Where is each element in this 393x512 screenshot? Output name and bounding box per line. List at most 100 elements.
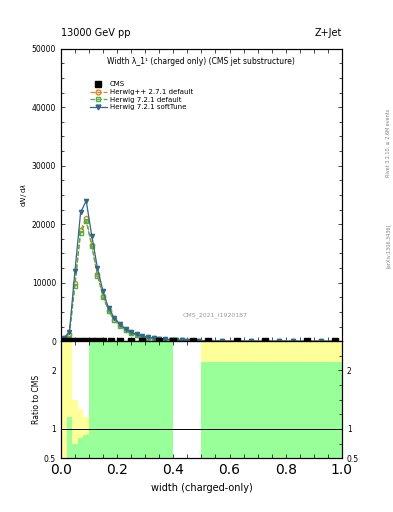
Herwig 7.2.1 softTune	[332, 338, 337, 344]
Herwig++ 2.7.1 default	[101, 292, 105, 298]
Herwig++ 2.7.1 default	[112, 316, 117, 323]
Herwig++ 2.7.1 default	[67, 331, 72, 337]
Herwig 7.2.1 default	[84, 218, 88, 224]
Herwig 7.2.1 softTune	[95, 265, 100, 271]
Herwig++ 2.7.1 default	[107, 308, 111, 314]
Herwig 7.2.1 default	[185, 337, 190, 344]
Herwig++ 2.7.1 default	[118, 323, 122, 329]
Herwig 7.2.1 default	[123, 327, 128, 333]
Herwig++ 2.7.1 default	[191, 337, 195, 344]
CMS	[109, 338, 114, 344]
Y-axis label: Ratio to CMS: Ratio to CMS	[32, 375, 41, 424]
Herwig 7.2.1 default	[191, 337, 195, 344]
Herwig 7.2.1 default	[290, 338, 295, 344]
CMS	[332, 338, 337, 344]
Herwig 7.2.1 default	[179, 337, 184, 344]
Line: Herwig++ 2.7.1 default: Herwig++ 2.7.1 default	[62, 216, 337, 343]
Herwig++ 2.7.1 default	[140, 334, 145, 340]
Herwig 7.2.1 softTune	[73, 268, 77, 274]
CMS	[191, 338, 195, 344]
Herwig 7.2.1 softTune	[134, 331, 139, 337]
Herwig 7.2.1 softTune	[262, 338, 267, 344]
Herwig 7.2.1 softTune	[112, 315, 117, 321]
Herwig++ 2.7.1 default	[129, 330, 134, 336]
Herwig++ 2.7.1 default	[84, 215, 88, 221]
Herwig 7.2.1 default	[262, 338, 267, 344]
Herwig++ 2.7.1 default	[90, 242, 94, 248]
Text: Width λ_1¹ (charged only) (CMS jet substructure): Width λ_1¹ (charged only) (CMS jet subst…	[107, 57, 296, 67]
Herwig 7.2.1 softTune	[179, 337, 184, 344]
Herwig 7.2.1 default	[305, 338, 309, 344]
CMS	[262, 338, 267, 344]
Herwig 7.2.1 default	[163, 336, 167, 343]
Herwig++ 2.7.1 default	[318, 338, 323, 344]
Herwig 7.2.1 softTune	[163, 336, 167, 343]
Herwig 7.2.1 default	[276, 338, 281, 344]
Herwig 7.2.1 softTune	[276, 338, 281, 344]
Herwig 7.2.1 softTune	[318, 338, 323, 344]
CMS	[171, 338, 176, 344]
Herwig++ 2.7.1 default	[196, 338, 201, 344]
Herwig++ 2.7.1 default	[248, 338, 253, 344]
CMS	[95, 338, 100, 344]
Herwig 7.2.1 softTune	[220, 338, 225, 344]
Herwig 7.2.1 default	[118, 323, 122, 329]
Herwig++ 2.7.1 default	[151, 335, 156, 342]
Herwig 7.2.1 softTune	[90, 233, 94, 239]
Herwig 7.2.1 default	[151, 335, 156, 342]
Herwig 7.2.1 softTune	[107, 305, 111, 311]
Herwig 7.2.1 softTune	[140, 333, 145, 339]
Herwig++ 2.7.1 default	[179, 337, 184, 344]
Herwig 7.2.1 softTune	[151, 335, 156, 342]
Herwig 7.2.1 default	[129, 330, 134, 336]
Herwig 7.2.1 default	[206, 338, 211, 344]
Herwig++ 2.7.1 default	[157, 336, 162, 342]
Herwig++ 2.7.1 default	[168, 337, 173, 343]
Herwig 7.2.1 default	[90, 243, 94, 249]
Herwig++ 2.7.1 default	[332, 338, 337, 344]
Herwig 7.2.1 softTune	[61, 335, 66, 341]
Herwig++ 2.7.1 default	[146, 334, 151, 340]
Text: Z+Jet: Z+Jet	[314, 28, 342, 38]
Herwig++ 2.7.1 default	[73, 280, 77, 286]
Herwig 7.2.1 default	[332, 338, 337, 344]
Herwig 7.2.1 default	[168, 337, 173, 343]
Herwig 7.2.1 default	[101, 294, 105, 300]
Herwig 7.2.1 softTune	[174, 337, 178, 343]
Herwig++ 2.7.1 default	[276, 338, 281, 344]
Herwig 7.2.1 default	[318, 338, 323, 344]
Herwig++ 2.7.1 default	[220, 338, 225, 344]
Herwig 7.2.1 default	[140, 334, 145, 340]
Herwig++ 2.7.1 default	[174, 337, 178, 343]
CMS	[84, 338, 88, 344]
Herwig++ 2.7.1 default	[134, 332, 139, 338]
CMS	[206, 338, 211, 344]
Herwig 7.2.1 default	[248, 338, 253, 344]
Herwig 7.2.1 softTune	[146, 334, 151, 340]
CMS	[129, 338, 134, 344]
Legend: CMS, Herwig++ 2.7.1 default, Herwig 7.2.1 default, Herwig 7.2.1 softTune: CMS, Herwig++ 2.7.1 default, Herwig 7.2.…	[87, 78, 196, 113]
Herwig 7.2.1 default	[67, 332, 72, 338]
Text: Rivet 3.1.10, ≥ 2.6M events: Rivet 3.1.10, ≥ 2.6M events	[386, 109, 391, 178]
Herwig 7.2.1 default	[174, 337, 178, 343]
Y-axis label: $\mathrm{d}N\,/\,\mathrm{d}\lambda$: $\mathrm{d}N\,/\,\mathrm{d}\lambda$	[19, 183, 29, 207]
Line: Herwig 7.2.1 default: Herwig 7.2.1 default	[62, 219, 337, 343]
Herwig 7.2.1 default	[95, 272, 100, 279]
Herwig 7.2.1 default	[134, 332, 139, 338]
Herwig 7.2.1 default	[61, 336, 66, 342]
Herwig 7.2.1 softTune	[206, 338, 211, 344]
CMS	[157, 338, 162, 344]
Herwig 7.2.1 default	[112, 317, 117, 323]
Herwig 7.2.1 softTune	[157, 336, 162, 342]
CMS	[234, 338, 239, 344]
Herwig 7.2.1 softTune	[101, 288, 105, 294]
Herwig 7.2.1 softTune	[196, 338, 201, 344]
Line: CMS: CMS	[61, 338, 338, 344]
CMS	[118, 338, 122, 344]
Herwig 7.2.1 default	[157, 336, 162, 342]
Herwig 7.2.1 softTune	[248, 338, 253, 344]
Herwig 7.2.1 softTune	[234, 338, 239, 344]
Herwig 7.2.1 softTune	[123, 326, 128, 332]
Herwig++ 2.7.1 default	[185, 337, 190, 344]
Herwig 7.2.1 default	[196, 338, 201, 344]
